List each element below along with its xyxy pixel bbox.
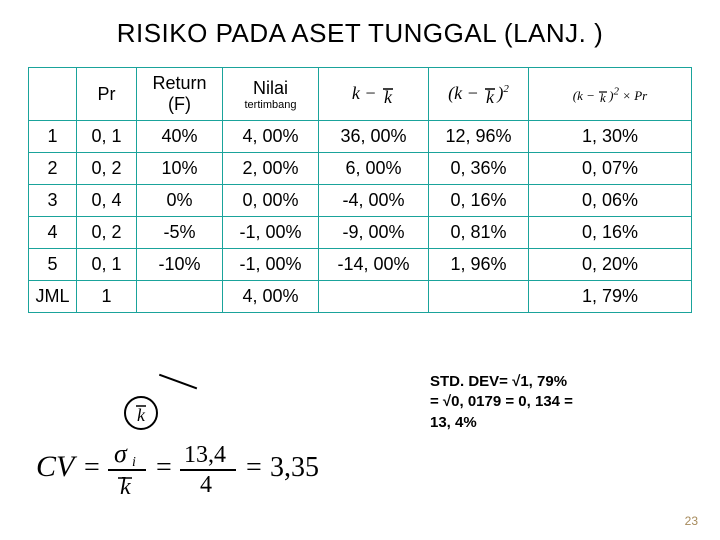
table-row: 30, 40%0, 00%-4, 00%0, 16%0, 06% (29, 185, 692, 217)
cell-d2p: 0, 06% (529, 185, 692, 217)
cell-d: 36, 00% (319, 121, 429, 153)
cell-pr: 0, 4 (77, 185, 137, 217)
cell-d: -14, 00% (319, 249, 429, 281)
cell-n: 1 (29, 121, 77, 153)
annotation-line (153, 374, 197, 406)
cell-wt: 0, 00% (223, 185, 319, 217)
svg-text:13,4: 13,4 (184, 442, 226, 468)
cell-ret: 10% (137, 153, 223, 185)
cell-wt: -1, 00% (223, 249, 319, 281)
hdr-return: Return (F) (137, 68, 223, 121)
svg-text:k: k (600, 90, 606, 104)
hdr-dev-sq: (k − k)2 (429, 68, 529, 121)
svg-text:CV: CV (36, 450, 78, 483)
cell-pr: 0, 1 (77, 249, 137, 281)
svg-text:k: k (486, 87, 495, 105)
hdr-weighted: Nilai tertimbang (223, 68, 319, 121)
cell-ret: -5% (137, 217, 223, 249)
hdr-deviation: k − k (319, 68, 429, 121)
cell-ret: 40% (137, 121, 223, 153)
cell-wt: -1, 00% (223, 217, 319, 249)
svg-text:i: i (132, 455, 136, 470)
cell-d2: 12, 96% (429, 121, 529, 153)
cell-d2p: 0, 16% (529, 217, 692, 249)
cell-d2p: 0, 07% (529, 153, 692, 185)
cell-pr: 0, 1 (77, 121, 137, 153)
cell-d: 6, 00% (319, 153, 429, 185)
cell-pr: 0, 2 (77, 153, 137, 185)
kbar-icon: k (132, 401, 150, 425)
hdr-index (29, 68, 77, 121)
page-title: RISIKO PADA ASET TUNGGAL (LANJ. ) (28, 18, 692, 49)
cv-formula: CV = σ i k = 13,4 4 = 3,35 (36, 436, 366, 505)
cell-wt: 4, 00% (223, 121, 319, 153)
hdr-dev-sq-pr: (k − k)2 × Pr (529, 68, 692, 121)
kbar-circle: k (124, 396, 158, 430)
svg-text:=: = (84, 452, 100, 483)
cell-ret: -10% (137, 249, 223, 281)
svg-text:k: k (384, 87, 393, 105)
cell-d2p: 1, 30% (529, 121, 692, 153)
risk-table: Pr Return (F) Nilai tertimbang k − k (k … (28, 67, 692, 313)
table-row: 20, 210%2, 00%6, 00%0, 36%0, 07% (29, 153, 692, 185)
cell-ret: 0% (137, 185, 223, 217)
svg-text:σ: σ (114, 439, 128, 468)
stddev-text: STD. DEV= √1, 79% = √0, 0179 = 0, 134 = … (430, 372, 573, 433)
cell-d2: 0, 81% (429, 217, 529, 249)
cell-pr: 1 (77, 281, 137, 313)
cell-n: 4 (29, 217, 77, 249)
cell-d: -4, 00% (319, 185, 429, 217)
cell-d2: 1, 96% (429, 249, 529, 281)
svg-text:4: 4 (200, 472, 212, 498)
cell-n: 3 (29, 185, 77, 217)
cell-n: 2 (29, 153, 77, 185)
page-number: 23 (685, 514, 698, 528)
svg-text:k: k (120, 474, 131, 500)
cell-wt: 2, 00% (223, 153, 319, 185)
cell-ret (137, 281, 223, 313)
cell-wt: 4, 00% (223, 281, 319, 313)
cell-d2: 0, 16% (429, 185, 529, 217)
cell-d2 (429, 281, 529, 313)
table-header-row: Pr Return (F) Nilai tertimbang k − k (k … (29, 68, 692, 121)
table-row: 40, 2-5%-1, 00%-9, 00%0, 81%0, 16% (29, 217, 692, 249)
svg-text:k: k (137, 405, 146, 425)
cell-d2p: 1, 79% (529, 281, 692, 313)
hdr-pr: Pr (77, 68, 137, 121)
svg-text:=: = (246, 452, 262, 483)
cell-n: JML (29, 281, 77, 313)
cell-d: -9, 00% (319, 217, 429, 249)
cell-d (319, 281, 429, 313)
cell-d2p: 0, 20% (529, 249, 692, 281)
table-row-total: JML1 4, 00% 1, 79% (29, 281, 692, 313)
svg-text:=: = (156, 452, 172, 483)
table-row: 10, 140%4, 00%36, 00%12, 96%1, 30% (29, 121, 692, 153)
cell-n: 5 (29, 249, 77, 281)
cell-pr: 0, 2 (77, 217, 137, 249)
table-row: 50, 1-10%-1, 00%-14, 00%1, 96%0, 20% (29, 249, 692, 281)
cell-d2: 0, 36% (429, 153, 529, 185)
svg-text:3,35: 3,35 (270, 452, 319, 483)
